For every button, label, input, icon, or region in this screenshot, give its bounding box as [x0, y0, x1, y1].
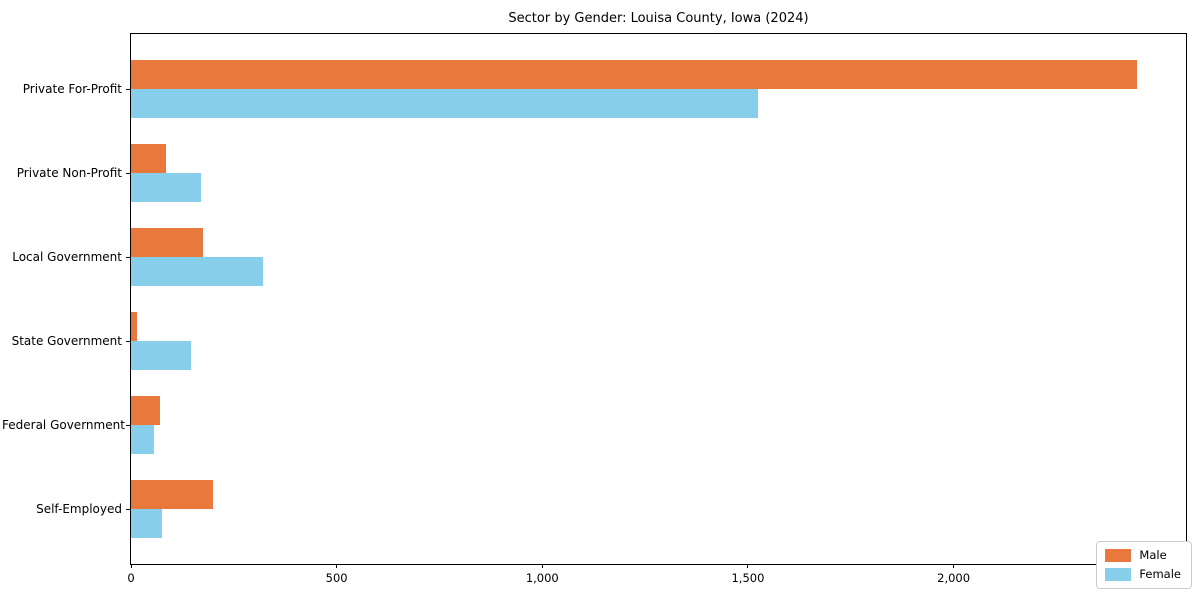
legend-label-male: Male	[1139, 548, 1167, 562]
x-tick-label: 1,500	[731, 571, 765, 585]
bar-male	[131, 60, 1137, 89]
y-tick-label: State Government	[11, 334, 122, 348]
x-tick-label: 1,000	[525, 571, 559, 585]
y-tick-mark	[126, 424, 130, 426]
bar-female	[131, 257, 263, 286]
legend-item-female: Female	[1105, 568, 1181, 581]
legend-label-female: Female	[1139, 567, 1181, 581]
y-tick-label: Local Government	[12, 250, 122, 264]
plot-area: Private For-Profit Private Non-Profit Loca…	[2, 33, 1187, 585]
bar-male	[131, 312, 138, 341]
y-tick-mark	[126, 172, 130, 174]
y-tick-label: Private For-Profit	[22, 82, 122, 96]
legend-swatch-male-icon	[1105, 549, 1132, 562]
x-tick-label: 2,000	[937, 571, 971, 585]
chart-title: Sector by Gender: Louisa County, Iowa (2…	[508, 11, 809, 26]
bar-female	[131, 425, 154, 454]
legend-swatch-female-icon	[1105, 568, 1132, 581]
y-tick-label: Private Non-Profit	[16, 166, 122, 180]
bar-female	[131, 89, 759, 118]
x-tick-mark	[130, 564, 132, 568]
bar-male	[131, 396, 160, 425]
x-tick-mark	[747, 564, 749, 568]
x-tick-label: 500	[325, 571, 348, 585]
y-tick-mark	[126, 508, 130, 510]
bar-female	[131, 509, 162, 538]
bar-female	[131, 341, 191, 370]
legend: Male Female	[1096, 541, 1192, 589]
y-tick-mark	[126, 256, 130, 258]
y-tick-mark	[126, 88, 130, 90]
bar-male	[131, 480, 214, 509]
x-tick-mark	[953, 564, 955, 568]
legend-item-male: Male	[1105, 549, 1181, 562]
bar-male	[131, 228, 203, 257]
bar-female	[131, 173, 201, 202]
y-tick-label: Self-Employed	[36, 502, 122, 516]
x-tick-mark	[541, 564, 543, 568]
bar-male	[131, 144, 166, 173]
x-tick-mark	[336, 564, 338, 568]
y-tick-mark	[126, 340, 130, 342]
y-tick-label: Federal Government	[2, 418, 125, 432]
x-tick-label: 0	[127, 571, 135, 585]
